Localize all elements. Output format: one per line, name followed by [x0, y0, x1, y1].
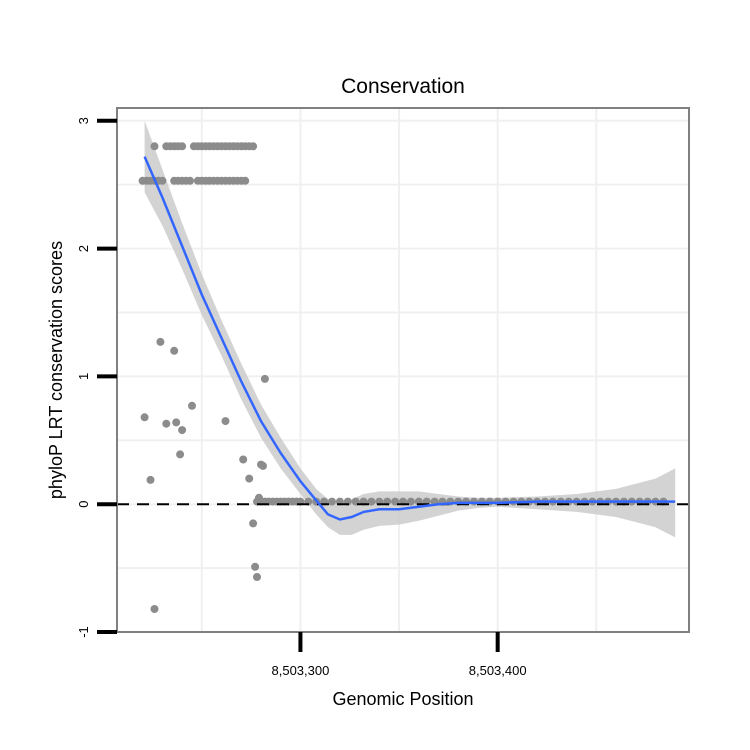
x-axis: 8,503,300 8,503,400	[272, 632, 527, 678]
data-point	[156, 337, 165, 346]
data-point	[251, 562, 260, 571]
plot-panel-border	[116, 107, 690, 633]
chart-title: Conservation	[341, 75, 465, 98]
data-point	[188, 401, 196, 410]
smooth-line-group	[143, 156, 676, 521]
data-point	[158, 176, 167, 185]
grid-lines	[117, 108, 689, 633]
y-tick-label: 1	[76, 373, 91, 380]
data-point	[178, 426, 187, 435]
data-point	[245, 474, 254, 483]
data-point	[150, 142, 159, 151]
smooth-line	[143, 156, 676, 521]
data-point	[146, 475, 155, 484]
data-point	[178, 142, 187, 151]
data-point	[170, 346, 179, 355]
data-point	[241, 176, 250, 185]
confidence-band	[144, 120, 676, 538]
data-point	[259, 461, 267, 470]
x-axis-title: Genomic Position	[332, 689, 473, 709]
data-point	[253, 573, 261, 581]
confidence-band-group	[144, 120, 676, 538]
data-point	[140, 413, 149, 422]
data-point	[221, 417, 230, 426]
data-point	[249, 142, 258, 151]
data-point	[255, 493, 263, 502]
data-point	[367, 497, 376, 506]
data-points-group	[138, 142, 668, 613]
data-point	[150, 605, 159, 613]
y-tick-label: 0	[76, 501, 91, 508]
data-point	[162, 419, 171, 428]
x-tick-label: 8,503,400	[469, 663, 527, 678]
data-point	[470, 497, 478, 506]
data-point	[249, 519, 258, 528]
y-tick-label: 2	[76, 245, 91, 252]
data-point	[172, 418, 181, 427]
y-tick-label: -1	[76, 626, 91, 638]
data-point	[328, 497, 336, 506]
y-axis-title: phyloP LRT conservation scores	[46, 241, 66, 499]
data-point	[176, 450, 185, 459]
y-axis: -1 0 1 2 3	[76, 117, 117, 638]
data-point	[260, 374, 269, 383]
data-point	[239, 455, 248, 464]
x-tick-label: 8,503,300	[272, 663, 330, 678]
y-tick-label: 3	[76, 117, 91, 124]
data-point	[186, 176, 194, 185]
